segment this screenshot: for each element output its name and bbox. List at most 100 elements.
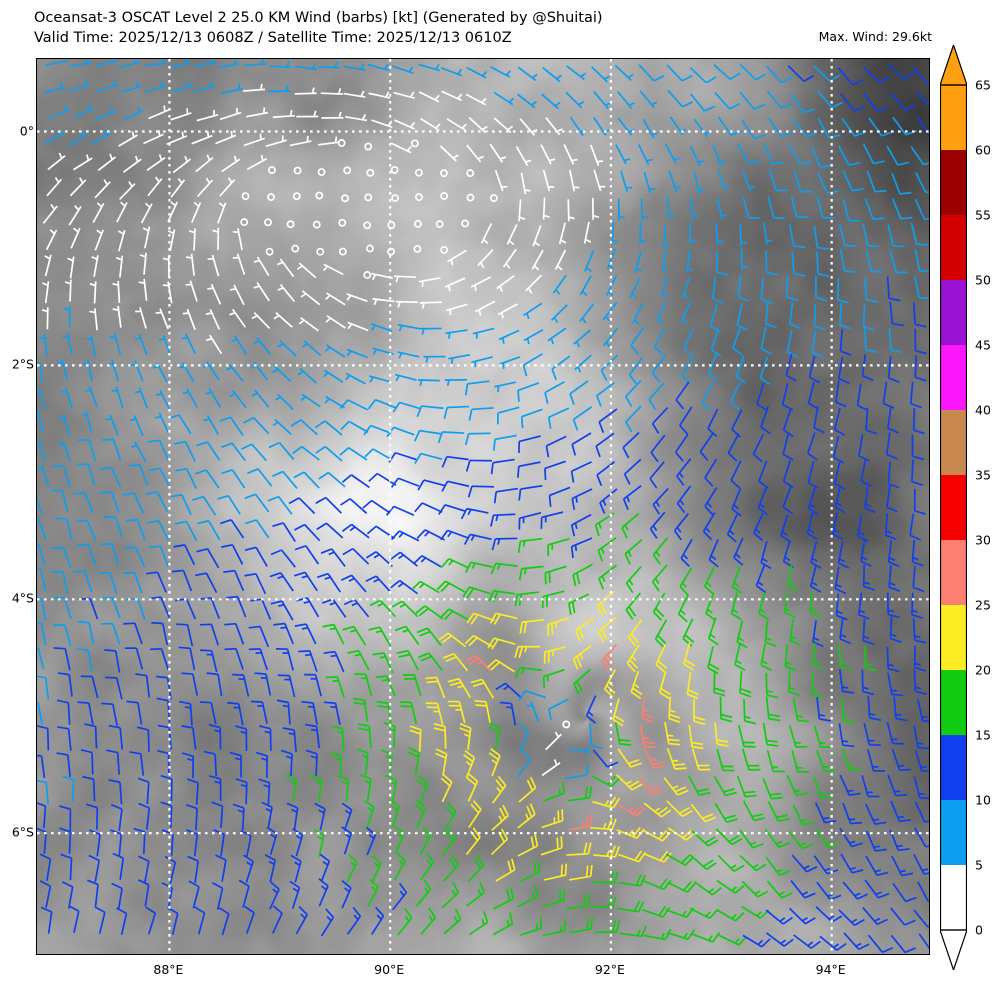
wind-barb [474,700,492,724]
wind-barb [758,460,769,489]
wind-barb [270,549,296,568]
wind-barb [893,696,908,722]
wind-barb [41,307,49,330]
wind-barb [244,493,270,513]
wind-barb [809,564,822,593]
wind-barb [913,776,929,800]
wind-barb [110,803,123,831]
wind-barb [622,431,640,459]
wind-barb [910,146,929,166]
wind-barb [444,378,467,387]
wind-barb [253,256,270,277]
wind-barb [693,699,706,726]
wind-barb [914,198,929,221]
wind-barb [790,195,809,219]
wind-barb [323,701,341,725]
wind-barb [589,144,604,166]
wind-barb [816,750,836,772]
wind-barb [433,723,447,749]
wind-barb [572,563,593,587]
wind-barb [305,723,321,749]
wind-barb [638,776,664,796]
wind-barb [477,249,494,269]
wind-barb [447,249,467,266]
wind-barb [764,620,777,648]
wind-barb [788,725,808,748]
wind-barb [364,448,393,461]
wind-barb [494,381,517,392]
max-wind-label: Max. Wind: 29.6kt [818,29,932,44]
wind-barb [417,652,444,672]
wind-barb [288,497,316,515]
wind-barb [730,460,742,489]
wind-barb [567,199,575,222]
wind-barb [595,432,615,458]
colorbar-tick-label: 30 [975,532,991,548]
wind-barbs-layer [37,59,929,954]
wind-barb [865,830,887,852]
wind-barb [448,353,471,365]
wind-barb [112,280,121,303]
wind-barb [889,616,902,643]
wind-barb [839,329,852,356]
wind-barb [466,773,479,802]
wind-barb [37,568,47,592]
wind-barb [540,144,556,165]
wind-barb [205,308,221,330]
wind-barb [59,827,72,854]
wind-barb [345,372,366,385]
wind-barb [166,131,188,146]
wind-barb [122,492,145,514]
wind-barb [463,750,476,779]
wind-barb [368,375,391,383]
wind-barb [714,802,738,823]
wind-barb [155,412,170,434]
wind-barb [195,154,214,173]
wind-barb [341,194,350,203]
wind-barb [815,251,830,278]
wind-barb [643,802,672,818]
wind-barb [138,278,148,301]
wind-barb [416,627,442,647]
wind-barb [244,572,267,595]
wind-barb [296,262,317,279]
x-axis-tick-label: 92°E [594,962,625,977]
wind-barb [518,511,542,530]
wind-barb [464,432,491,446]
wind-barb [786,330,799,358]
wind-barb [246,154,267,171]
wind-barb [806,432,818,461]
wind-barb [338,247,347,256]
wind-barb [599,488,618,514]
wind-barb [229,308,247,328]
wind-barb [913,488,926,515]
wind-barb [240,218,249,227]
wind-barb [741,119,766,140]
wind-barb [913,645,927,672]
wind-barb [101,702,119,727]
wind-barb [653,327,666,356]
wind-barb [661,249,670,272]
wind-barb [887,63,915,80]
wind-barb [443,405,470,419]
wind-barb [37,518,47,541]
wind-barb [838,669,855,694]
wind-barb [489,612,518,625]
wind-barb [440,557,470,569]
wind-barb [738,724,756,748]
wind-barb [305,749,318,776]
wind-barb [914,355,927,382]
wind-barb [714,91,741,110]
wind-barb [655,644,668,673]
wind-barb [888,565,901,592]
wind-barb [864,327,878,354]
wind-barb [742,196,761,219]
wind-barb [522,353,543,377]
wind-barb [315,445,343,462]
wind-barb [147,519,170,541]
y-axis-tick-label: 2°S [11,356,34,372]
wind-barb [191,131,213,145]
wind-barb [892,116,918,136]
wind-barb [247,468,273,487]
wind-barb [663,225,671,248]
